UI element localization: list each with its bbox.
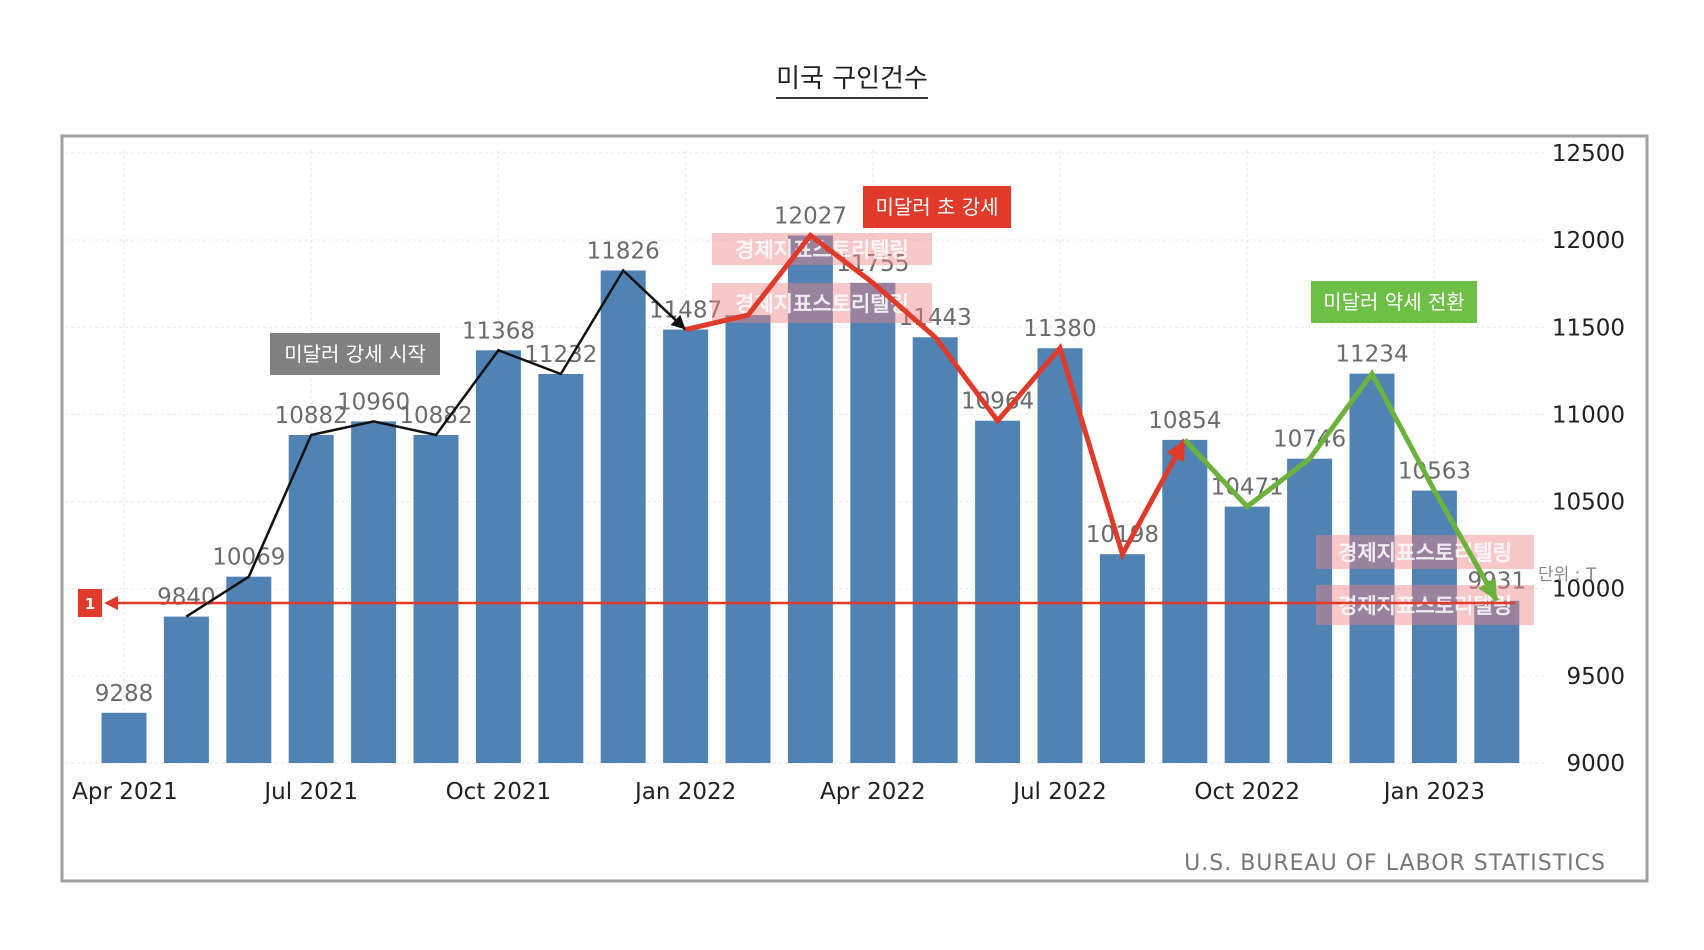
bar <box>725 315 771 763</box>
trend-line <box>1182 368 1499 602</box>
bar <box>975 420 1021 763</box>
trend-line <box>685 231 1187 561</box>
bar-value-label: 10882 <box>399 403 472 429</box>
bar-value-label: 10882 <box>275 403 348 429</box>
bar <box>1037 348 1083 763</box>
x-tick-label: Jul 2021 <box>262 779 358 805</box>
y-tick-label: 12000 <box>1552 228 1625 254</box>
bar <box>226 576 272 763</box>
bar <box>538 373 584 763</box>
watermark-box <box>1316 535 1534 569</box>
reference-line-marker <box>78 589 102 617</box>
y-tick-label: 9500 <box>1566 664 1625 690</box>
annotation-box <box>270 333 440 375</box>
bar <box>787 235 833 764</box>
bar-value-label: 11487 <box>649 298 722 324</box>
trend-arrows <box>185 231 1499 618</box>
y-tick-label: 10000 <box>1552 577 1625 603</box>
bar <box>163 616 209 763</box>
watermark-text: 경제지표스토리텔링 <box>1338 594 1512 618</box>
reference-line-arrowhead <box>104 596 118 610</box>
bar-value-label: 10854 <box>1148 408 1221 434</box>
annotation-box <box>863 186 1011 228</box>
bar-value-label: 10563 <box>1398 459 1471 485</box>
bar-value-label: 10069 <box>212 545 285 571</box>
bar-value-label: 9931 <box>1468 569 1527 595</box>
bar <box>1411 490 1457 763</box>
bar <box>912 337 958 763</box>
trend-line <box>185 268 687 618</box>
y-tick-label: 12500 <box>1552 141 1625 167</box>
bar <box>1224 506 1270 763</box>
x-tick-label: Jan 2023 <box>1382 779 1485 805</box>
bar-value-label: 12027 <box>774 203 847 229</box>
bar-value-label: 11826 <box>587 238 660 264</box>
y-tick-label: 11000 <box>1552 402 1625 428</box>
x-tick-label: Apr 2021 <box>72 779 178 805</box>
x-tick-label: Apr 2022 <box>820 779 926 805</box>
x-axis-ticks: Apr 2021 Jul 2021 Oct 2021 Jan 2022 Apr 2022… <box>72 779 1485 805</box>
unit-label: 단위 : T <box>1538 565 1597 585</box>
bar <box>1474 600 1520 763</box>
x-tick-label: Oct 2021 <box>446 779 552 805</box>
y-tick-label: 11500 <box>1552 315 1625 341</box>
bar <box>475 350 521 763</box>
reference-line-marker-label: 1 <box>85 595 95 613</box>
bar-value-label: 9288 <box>95 681 154 707</box>
bar-value-label: 10198 <box>1086 522 1159 548</box>
annotation-label: 미달러 강세 시작 <box>284 342 426 366</box>
bar-value-label: 10746 <box>1273 427 1346 453</box>
x-tick-label: Jul 2022 <box>1011 779 1107 805</box>
bar <box>1349 373 1395 763</box>
y-axis-ticks: 9000 9500 10000 10500 11000 11500 12000 12500 <box>1552 141 1625 777</box>
bar-value-label: 11368 <box>462 318 535 344</box>
bar <box>1162 439 1208 763</box>
annotation-label: 미달러 약세 전환 <box>1323 290 1465 314</box>
y-tick-label: 9000 <box>1566 751 1625 777</box>
bar <box>600 270 646 763</box>
watermark-box <box>712 233 932 265</box>
annotation-label: 미달러 초 강세 <box>875 195 998 219</box>
source-label: U.S. BUREAU OF LABOR STATISTICS <box>1184 851 1606 876</box>
annotation-box <box>1311 281 1477 323</box>
bar <box>351 421 397 763</box>
reference-line: 1 <box>78 589 1515 617</box>
bar <box>850 282 896 763</box>
y-tick-label: 10500 <box>1552 490 1625 516</box>
trend-arrowhead <box>1478 578 1497 601</box>
bar <box>101 712 147 763</box>
trend-arrowhead <box>670 314 686 330</box>
chart-title-text: 미국 구인건수 <box>776 64 928 99</box>
bar-series <box>101 235 1520 764</box>
watermark-box <box>1316 585 1534 625</box>
bar <box>663 329 709 763</box>
chart-title: 미국 구인건수 <box>0 58 1704 99</box>
bar-value-label: 11234 <box>1335 342 1408 368</box>
watermark-text: 경제지표스토리텔링 <box>1338 541 1512 565</box>
bar-value-label: 10960 <box>337 389 410 415</box>
bar <box>1287 458 1333 763</box>
bar-value-label: 11380 <box>1023 316 1096 342</box>
bar-value-label: 9840 <box>157 585 216 611</box>
bar <box>413 434 459 763</box>
trend-arrowhead <box>1166 439 1185 463</box>
bar <box>1099 554 1145 763</box>
x-tick-label: Jan 2022 <box>633 779 736 805</box>
x-tick-label: Oct 2022 <box>1194 779 1300 805</box>
bar <box>288 434 334 763</box>
